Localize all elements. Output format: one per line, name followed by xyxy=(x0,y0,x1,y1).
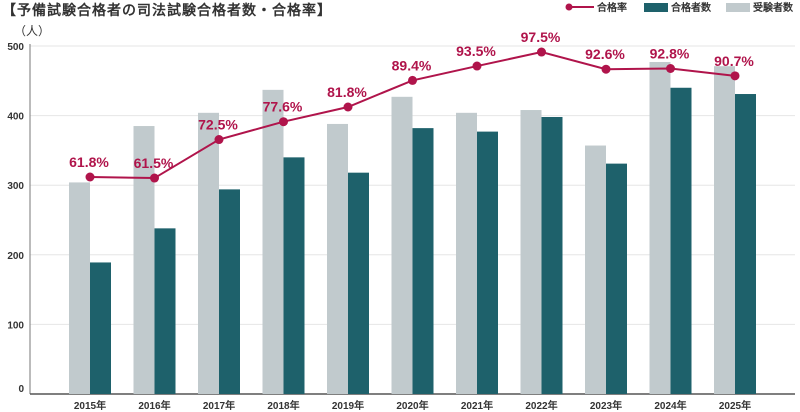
bar-passers xyxy=(154,228,176,394)
rate-point xyxy=(472,61,482,71)
bar-passers xyxy=(606,163,627,394)
legend-label: 受験者数 xyxy=(753,1,794,14)
rate-label: 61.8% xyxy=(69,154,109,170)
rate-point xyxy=(666,64,675,73)
bar-passers xyxy=(219,189,240,394)
x-tick-label: 2019年 xyxy=(332,399,364,412)
rate-label: 90.7% xyxy=(714,53,754,69)
bar-passers xyxy=(283,157,305,394)
rate-label: 93.5% xyxy=(456,43,496,59)
x-tick-label: 2015年 xyxy=(74,399,106,412)
y-tick-label: 200 xyxy=(7,251,24,262)
y-tick-label: 0 xyxy=(18,384,24,395)
x-tick-label: 2017年 xyxy=(203,399,235,412)
bar-examinees xyxy=(391,96,413,395)
bar-examinees xyxy=(198,112,219,394)
bar-passers xyxy=(90,262,111,394)
rate-label: 97.5% xyxy=(521,29,561,45)
rate-point xyxy=(537,47,546,57)
legend-swatch xyxy=(726,3,750,12)
rate-label: 92.8% xyxy=(650,46,690,62)
y-tick-label: 400 xyxy=(7,112,24,123)
bar-examinees xyxy=(69,182,90,394)
bar-examinees xyxy=(327,123,348,395)
bar-examinees xyxy=(649,62,671,395)
bar-examinees xyxy=(133,126,155,394)
x-tick-label: 2021年 xyxy=(461,399,493,412)
rate-point xyxy=(85,172,95,182)
x-tick-label: 2023年 xyxy=(590,399,622,412)
y-tick-label: 100 xyxy=(7,320,24,331)
x-tick-label: 2016年 xyxy=(138,399,170,412)
bar-passers xyxy=(541,116,563,394)
rate-point xyxy=(730,71,740,81)
x-tick-label: 2025年 xyxy=(719,399,751,412)
bar-examinees xyxy=(585,145,606,394)
bar-examinees xyxy=(456,112,477,394)
chart-title: 【予備試験合格者の司法試験合格者数・合格率】 xyxy=(2,3,332,19)
x-tick-label: 2022年 xyxy=(525,399,557,412)
rate-label: 61.5% xyxy=(134,155,174,171)
bar-passers xyxy=(348,172,369,394)
rate-label: 81.8% xyxy=(327,84,367,100)
bar-examinees xyxy=(262,89,284,395)
y-axis-unit: （人） xyxy=(14,24,51,38)
rate-point xyxy=(150,173,159,183)
legend-label: 合格率 xyxy=(596,1,627,14)
rate-point xyxy=(279,117,288,127)
rate-label: 77.6% xyxy=(263,99,303,115)
rate-label: 92.6% xyxy=(585,46,625,62)
rate-point xyxy=(343,102,353,112)
legend-swatch xyxy=(644,3,668,12)
rate-label: 89.4% xyxy=(392,57,432,73)
rate-point xyxy=(214,135,224,145)
bar-passers xyxy=(670,87,692,394)
rate-point xyxy=(408,75,417,85)
x-tick-label: 2024年 xyxy=(654,399,686,412)
x-tick-label: 2018年 xyxy=(267,399,299,412)
y-tick-label: 300 xyxy=(7,181,24,192)
x-tick-label: 2020年 xyxy=(396,399,428,412)
legend-point-swatch xyxy=(565,3,573,11)
bar-examinees xyxy=(520,110,542,395)
y-tick-label: 500 xyxy=(7,42,24,53)
bar-passers xyxy=(477,131,498,394)
bar-examinees xyxy=(714,66,735,395)
bar-passers xyxy=(412,128,434,395)
bar-passers xyxy=(735,94,756,395)
rate-point xyxy=(601,64,611,74)
rate-label: 72.5% xyxy=(198,117,238,133)
legend-label: 合格者数 xyxy=(670,1,712,14)
